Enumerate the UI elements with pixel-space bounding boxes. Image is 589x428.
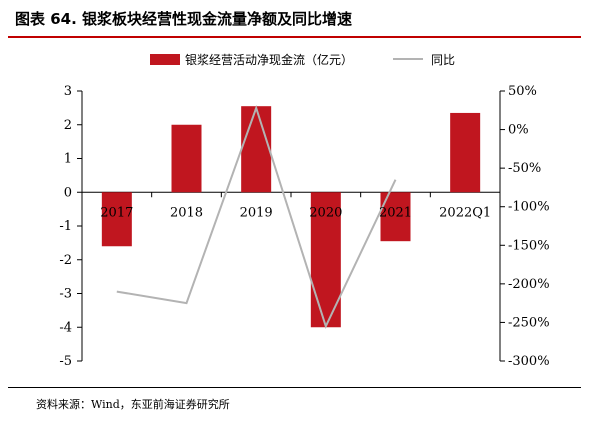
- chart-legend: 银浆经营活动净现金流（亿元） 同比: [150, 52, 455, 67]
- bar: [171, 124, 202, 193]
- figure-title: 图表 64. 银浆板块经营性现金流量净额及同比增速: [15, 10, 353, 28]
- x-tick-label: 2018: [170, 205, 203, 220]
- right-axis-tick-label: -150%: [508, 238, 550, 253]
- left-axis-tick-label: 0: [64, 185, 72, 200]
- left-axis-tick-label: 2: [64, 118, 72, 133]
- right-axis-tick-label: 50%: [508, 84, 537, 99]
- legend-line-label: 同比: [431, 53, 455, 67]
- legend-bar-label: 银浆经营活动净现金流（亿元）: [185, 52, 353, 67]
- bar: [450, 112, 481, 193]
- x-tick-labels: 2017 2018 2019 2020 2021 2022Q1: [100, 205, 491, 220]
- right-axis-tick-label: -250%: [508, 315, 550, 330]
- bar: [241, 106, 272, 193]
- left-axis-tick-label: -5: [59, 354, 72, 369]
- chart-canvas: 银浆经营活动净现金流（亿元） 同比 3 2 1 0 -1 -2 -3 -4 -5 50% 0% -50…: [59, 52, 549, 369]
- right-axis-tick-label: -100%: [508, 200, 550, 215]
- x-tick-label: 2017: [100, 205, 133, 220]
- bar: [101, 192, 132, 247]
- right-axis-tick-label: -200%: [508, 277, 550, 292]
- x-tick-label: 2022Q1: [439, 205, 491, 220]
- left-axis-tick-label: -1: [59, 219, 72, 234]
- bar-series: [101, 106, 481, 328]
- legend-bar-swatch: [150, 54, 180, 65]
- source-rule: [8, 387, 581, 388]
- left-axis-tick-label: -2: [59, 253, 72, 268]
- right-axis-tick-label: 0%: [508, 123, 529, 138]
- chart-axes: 3 2 1 0 -1 -2 -3 -4 -5 50% 0% -50% -100% -150% -200% -2…: [59, 84, 549, 369]
- right-axis-tick-label: -300%: [508, 354, 550, 369]
- right-axis-tick-label: -50%: [508, 161, 541, 176]
- x-tick-label: 2019: [240, 205, 273, 220]
- x-tick-label: 2020: [309, 205, 342, 220]
- left-axis-tick-label: -3: [59, 287, 72, 302]
- source-note: 资料来源：Wind，东亚前海证券研究所: [36, 398, 230, 411]
- line-series: [116, 104, 397, 330]
- title-rule: [8, 36, 581, 38]
- x-tick-label: 2021: [379, 205, 412, 220]
- yoy-line: [116, 104, 397, 330]
- left-axis-tick-label: 1: [64, 152, 72, 167]
- left-axis-tick-label: 3: [64, 84, 72, 99]
- left-axis-tick-label: -4: [59, 320, 72, 335]
